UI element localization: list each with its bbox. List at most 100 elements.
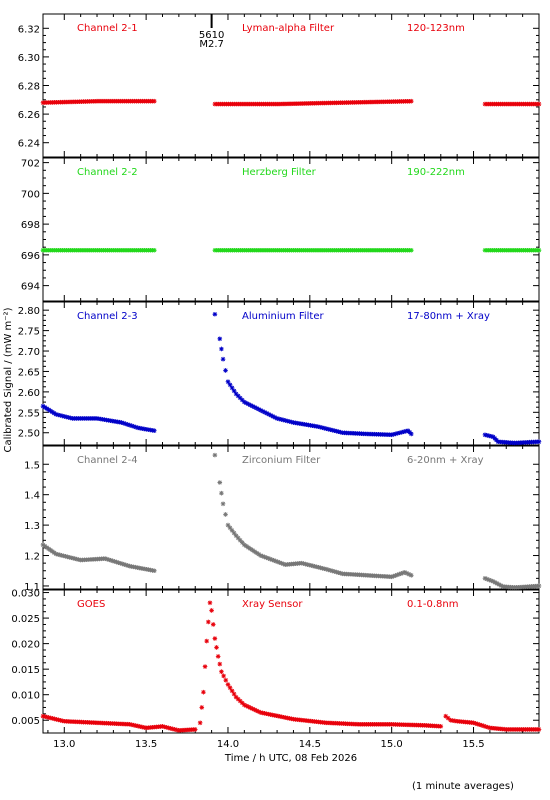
data-point (125, 422, 131, 427)
y-tick-label: 702 (21, 159, 40, 170)
data-point (406, 571, 412, 577)
data-point (237, 698, 243, 704)
data-point (233, 533, 239, 539)
data-point (398, 571, 404, 576)
data-point (121, 562, 127, 567)
data-point (260, 553, 265, 559)
data-point (314, 564, 320, 570)
filter-label: Lyman-alpha Filter (242, 23, 335, 34)
data-point (327, 568, 333, 573)
data-point (74, 556, 80, 562)
data-point (248, 705, 253, 711)
flare-class-label: M2.7 (199, 39, 224, 50)
data-point (403, 428, 409, 434)
data-point (274, 416, 280, 421)
x-tick-label: 13.5 (135, 739, 157, 750)
data-point (237, 395, 243, 401)
data-point (72, 556, 78, 561)
y-tick-label: 2.50 (18, 429, 40, 440)
data-point (273, 558, 279, 564)
data-point (248, 402, 253, 408)
data-point (240, 700, 245, 706)
y-tick-label: 0.005 (11, 716, 40, 727)
data-point (242, 399, 247, 405)
data-point (471, 720, 476, 726)
data-point (44, 714, 50, 720)
y-tick-label: 1.5 (24, 460, 40, 471)
data-point (323, 426, 329, 431)
y-tick-label: 696 (21, 251, 40, 262)
data-point (152, 247, 157, 253)
data-point (227, 525, 233, 531)
data-point (389, 574, 394, 580)
data-point (119, 420, 124, 425)
data-point (400, 570, 406, 576)
y-tick-label: 2.75 (18, 327, 40, 338)
filter-label: Aluminium Filter (242, 311, 325, 322)
data-point (59, 553, 65, 558)
data-point (443, 713, 448, 719)
data-point (496, 582, 502, 587)
data-point (327, 427, 333, 432)
x-tick-label: 14.5 (299, 739, 321, 750)
data-point (256, 406, 261, 412)
data-point (244, 400, 249, 406)
data-point (57, 552, 63, 558)
data-point (125, 563, 131, 568)
y-tick-label: 1.2 (24, 552, 40, 563)
data-point (55, 552, 61, 557)
data-point (212, 452, 218, 458)
data-point (152, 428, 157, 433)
averaging-note: (1 minute averages) (412, 781, 514, 792)
data-point (240, 540, 245, 545)
data-point (242, 702, 247, 708)
data-point (172, 727, 178, 732)
data-point (223, 368, 228, 373)
data-point (264, 555, 269, 560)
filter-label: Zirconium Filter (242, 455, 321, 466)
data-point (123, 421, 128, 427)
data-point (252, 549, 257, 554)
data-point (127, 422, 133, 428)
data-point (231, 388, 237, 394)
data-point (473, 721, 478, 726)
data-point (209, 608, 214, 613)
data-point (212, 311, 218, 317)
data-point (262, 410, 268, 415)
data-point (123, 562, 129, 568)
data-point (121, 420, 126, 426)
data-point (199, 705, 205, 710)
data-point (287, 419, 292, 424)
data-point (112, 559, 117, 564)
data-point (217, 661, 223, 667)
data-point (321, 425, 327, 431)
panel-2: 694 696 698 700 702 Channel 2-2 Herzberg Filte… (21, 157, 542, 302)
panel-1: 6.24 6.26 6.28 6.30 6.32 Channel 2-1 Lyman-alp… (18, 13, 542, 158)
data-point (325, 426, 331, 432)
data-point (338, 429, 343, 435)
data-point (235, 535, 241, 541)
data-point (484, 576, 490, 582)
y-tick-label: 698 (21, 220, 40, 231)
y-tick-label: 0.015 (11, 665, 40, 676)
data-point (536, 727, 542, 732)
data-point (536, 101, 542, 107)
data-point (219, 669, 224, 675)
data-point (223, 512, 228, 517)
data-point (110, 558, 116, 564)
y-tick-label: 694 (21, 282, 40, 293)
y-tick-label: 2.65 (18, 367, 40, 378)
data-point (57, 413, 63, 418)
data-point (217, 336, 223, 342)
data-point (270, 414, 276, 419)
data-point (48, 715, 54, 721)
y-tick-label: 2.60 (18, 388, 40, 399)
x-tick-label: 15.5 (462, 739, 484, 750)
data-point (42, 405, 48, 410)
data-point (317, 424, 323, 430)
data-point (40, 403, 46, 409)
flare-id-label: 5610 (199, 30, 224, 41)
data-point (225, 682, 231, 687)
data-point (56, 717, 61, 723)
data-point (389, 432, 394, 438)
